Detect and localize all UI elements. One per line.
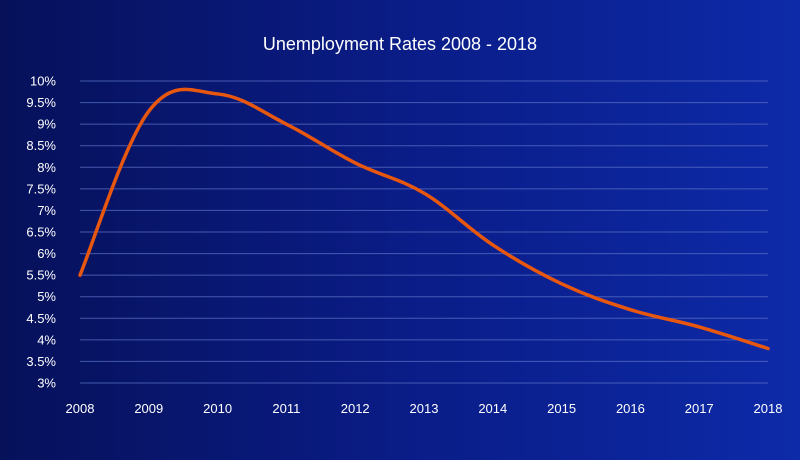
y-tick-label: 4.5% bbox=[26, 311, 56, 326]
y-tick-label: 6% bbox=[37, 246, 56, 261]
y-tick-label: 9% bbox=[37, 117, 56, 132]
x-tick-label: 2014 bbox=[478, 401, 507, 416]
gridlines bbox=[80, 80, 768, 384]
x-tick-label: 2016 bbox=[616, 401, 645, 416]
y-tick-label: 8% bbox=[37, 160, 56, 175]
y-axis-tick-labels: 3% 3.5% 4% 4.5% 5% 5.5% 6% 6.5% 7% 7.5% 8% 8.5% 9% 9.… bbox=[26, 74, 56, 391]
x-tick-label: 2008 bbox=[66, 401, 95, 416]
y-tick-label: 9.5% bbox=[26, 95, 56, 110]
y-tick-label: 5% bbox=[37, 289, 56, 304]
y-tick-label: 5.5% bbox=[26, 268, 56, 283]
y-tick-label: 10% bbox=[30, 74, 56, 89]
y-tick-label: 3% bbox=[37, 376, 56, 391]
x-tick-label: 2013 bbox=[410, 401, 439, 416]
y-tick-label: 3.5% bbox=[26, 354, 56, 369]
series-lines bbox=[78, 87, 770, 351]
y-tick-label: 6.5% bbox=[26, 225, 56, 240]
x-tick-label: 2015 bbox=[547, 401, 576, 416]
x-tick-label: 2017 bbox=[685, 401, 714, 416]
x-tick-label: 2011 bbox=[272, 401, 300, 416]
x-tick-label: 2018 bbox=[754, 401, 783, 416]
x-tick-label: 2009 bbox=[134, 401, 163, 416]
unemployment-rate-line bbox=[78, 87, 770, 351]
x-axis-tick-labels: 2008 2009 2010 2011 2012 2013 2014 2015 2016 2017… bbox=[66, 401, 783, 416]
chart-title: Unemployment Rates 2008 - 2018 bbox=[263, 34, 537, 54]
y-tick-label: 8.5% bbox=[26, 138, 56, 153]
x-tick-label: 2010 bbox=[203, 401, 232, 416]
y-tick-label: 7% bbox=[37, 203, 56, 218]
x-tick-label: 2012 bbox=[341, 401, 370, 416]
y-tick-label: 7.5% bbox=[26, 181, 56, 196]
y-tick-label: 4% bbox=[37, 332, 56, 347]
